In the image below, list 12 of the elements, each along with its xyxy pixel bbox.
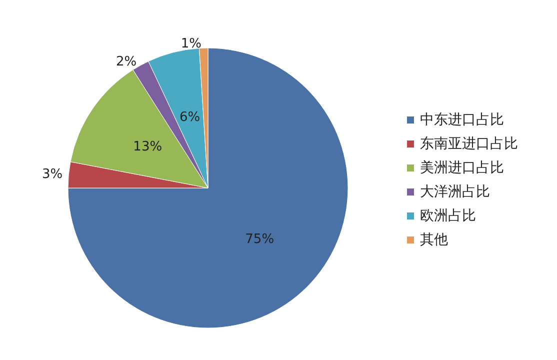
legend-label: 中东进口占比 xyxy=(420,112,504,128)
data-label: 6% xyxy=(180,110,200,125)
data-label: 75% xyxy=(245,232,274,248)
legend-label: 大洋洲占比 xyxy=(420,184,490,200)
legend-label: 东南亚进口占比 xyxy=(420,136,518,152)
legend-label: 欧洲占比 xyxy=(420,208,476,224)
legend-label: 其他 xyxy=(420,232,448,248)
data-label: 13% xyxy=(133,139,162,154)
legend-label: 美洲进口占比 xyxy=(420,160,504,176)
data-label: 2% xyxy=(116,54,137,70)
data-label: 3% xyxy=(42,166,63,182)
data-label: 1% xyxy=(180,36,202,52)
